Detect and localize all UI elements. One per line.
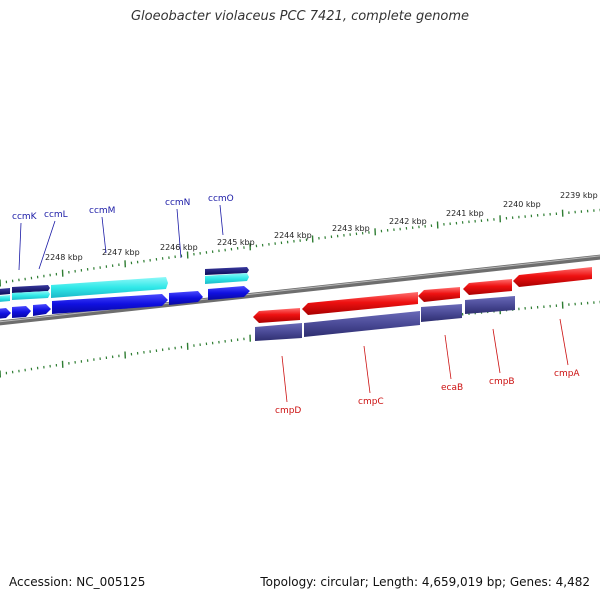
scale-label: 2240 kbp — [503, 200, 541, 209]
scale-label: 2241 kbp — [446, 209, 484, 218]
leader-line-cmpC — [363, 345, 371, 394]
leader-line-ccmM — [101, 216, 107, 254]
leader-line-cmpB — [492, 328, 501, 374]
gene-label-cmpD[interactable]: cmpD — [275, 406, 301, 416]
scale-label: 2246 kbp — [160, 243, 198, 252]
gene-label-ccmM[interactable]: ccmM — [89, 206, 115, 216]
gene-label-ccmL[interactable]: ccmL — [44, 210, 68, 220]
gene-label-ecaB[interactable]: ecaB — [441, 383, 463, 393]
genome-backbone-highlight — [0, 255, 600, 323]
scale-label: 2243 kbp — [332, 224, 370, 233]
scale-label: 2248 kbp — [45, 253, 83, 262]
gene-label-cmpB[interactable]: cmpB — [489, 377, 515, 387]
gene-arrow-forward-3[interactable] — [33, 304, 51, 316]
scale-label: 2247 kbp — [102, 248, 140, 257]
gene-box-cmpD-purple[interactable] — [255, 323, 302, 341]
gene-arrow-cmpC-red[interactable] — [302, 292, 418, 315]
gene-arrow-ecaB-red[interactable] — [418, 287, 460, 302]
gene-arrow-ccmK-cyan[interactable] — [0, 295, 10, 302]
gene-label-ccmN[interactable]: ccmN — [165, 198, 190, 208]
gene-arrow-forward-1[interactable] — [0, 308, 11, 319]
accession-text: Accession: NC_005125 — [9, 575, 146, 589]
leader-line-ccmL — [38, 220, 56, 270]
gene-arrow-ccmM-cyan[interactable] — [51, 277, 168, 298]
gene-label-cmpA[interactable]: cmpA — [554, 369, 580, 379]
summary-text: Topology: circular; Length: 4,659,019 bp… — [260, 575, 590, 589]
leader-line-ccmK — [18, 222, 22, 271]
gene-arrow-cmpB-red[interactable] — [463, 279, 512, 295]
gene-arrow-ccmL-navy[interactable] — [12, 285, 50, 293]
forward-strand-genes — [0, 267, 250, 319]
forward-gene-labels: ccmK ccmL ccmM ccmN ccmO — [12, 194, 234, 271]
gene-arrow-ccmK-navy[interactable] — [0, 288, 10, 295]
scale-label: 2242 kbp — [389, 217, 427, 226]
scale-label: 2244 kbp — [274, 231, 312, 240]
gene-arrow-ccmO-cyan[interactable] — [205, 273, 249, 284]
gene-box-cmpC-purple[interactable] — [304, 311, 420, 337]
genome-backbone — [0, 254, 600, 326]
gene-box-ecaB-purple[interactable] — [421, 304, 462, 322]
gene-label-ccmO[interactable]: ccmO — [208, 194, 234, 204]
gene-arrow-forward-2[interactable] — [12, 306, 31, 318]
leader-line-cmpA — [559, 318, 569, 366]
gene-arrow-cmpA-red[interactable] — [513, 267, 592, 287]
reverse-gene-labels: cmpD cmpC ecaB cmpB cmpA — [275, 318, 580, 416]
gene-arrow-ccmO-blue[interactable] — [208, 286, 250, 300]
gene-label-cmpC[interactable]: cmpC — [358, 397, 384, 407]
leader-line-cmpD — [281, 355, 288, 403]
leader-line-ccmO — [219, 204, 224, 236]
outer-tick-row — [0, 208, 600, 287]
gene-arrow-ccmL-cyan[interactable] — [12, 291, 50, 300]
leader-line-ecaB — [444, 334, 452, 380]
reverse-strand-genes — [253, 267, 592, 341]
gene-arrow-ccmO-navy[interactable] — [205, 267, 249, 275]
scale-label: 2245 kbp — [217, 238, 255, 247]
scale-label: 2239 kbp — [560, 191, 598, 200]
scale-label-group: 2239 kbp 2240 kbp 2241 kbp 2242 kbp 2243… — [45, 191, 598, 262]
gene-arrow-ccmM-blue[interactable] — [52, 294, 168, 314]
gene-arrow-cmpD-red[interactable] — [253, 308, 300, 323]
gene-arrow-ccmN-blue[interactable] — [169, 291, 203, 305]
leader-line-ccmN — [176, 208, 182, 259]
gene-label-ccmK[interactable]: ccmK — [12, 212, 38, 222]
map-title: Gloeobacter violaceus PCC 7421, complete… — [130, 9, 470, 24]
gene-box-cmpB-purple[interactable] — [465, 296, 515, 314]
